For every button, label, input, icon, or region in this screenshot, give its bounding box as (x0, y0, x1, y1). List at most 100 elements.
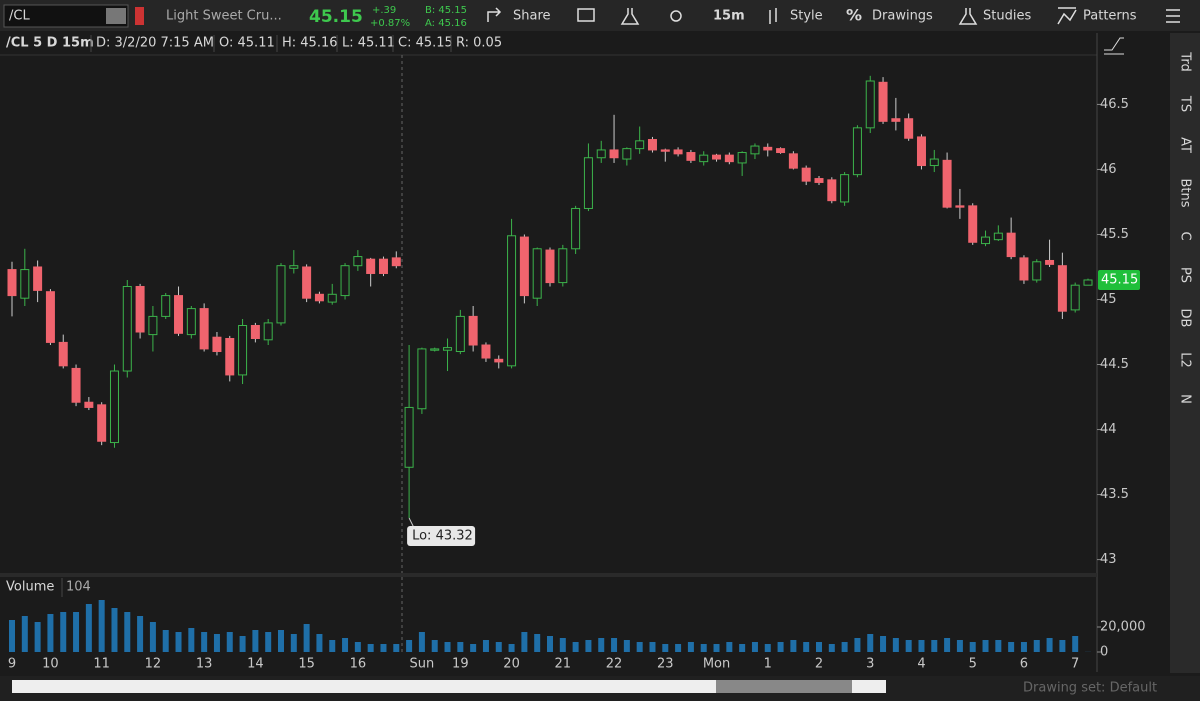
volume-bar (675, 644, 682, 652)
candle-down (378, 258, 388, 274)
message-icon[interactable] (577, 8, 595, 22)
candle-down (84, 401, 94, 408)
drawing-set[interactable]: Drawing set: Default (1023, 681, 1157, 696)
price-axis-icon[interactable] (1104, 37, 1124, 55)
candle-up (276, 265, 286, 324)
candle-up (161, 295, 171, 317)
volume-bar (636, 642, 643, 652)
candle-down (302, 266, 312, 299)
y-tick-label: 0 (1100, 645, 1108, 660)
menu-icon[interactable] (1166, 9, 1180, 23)
volume-bar (905, 640, 912, 652)
candle-up (404, 406, 414, 468)
flask-icon[interactable] (620, 8, 640, 25)
sidebar-tab[interactable]: C (1178, 231, 1193, 240)
patterns-icon[interactable] (1057, 7, 1077, 25)
candle-down (7, 269, 17, 297)
candle-down (494, 358, 504, 363)
link-icon[interactable] (135, 7, 144, 25)
studies-icon[interactable] (958, 8, 978, 25)
volume-bar (418, 632, 425, 652)
candle-up (289, 265, 299, 269)
x-tick-label: 5 (969, 657, 977, 672)
volume-bar (201, 632, 208, 652)
candle-down (314, 293, 324, 302)
scrollbar-track[interactable] (12, 680, 886, 693)
sidebar-tab[interactable]: N (1178, 394, 1193, 404)
y-tick-label: 43 (1100, 552, 1117, 567)
share[interactable]: Share (513, 9, 551, 24)
sidebar-tab[interactable]: Trd (1178, 51, 1193, 71)
share-icon[interactable] (487, 7, 502, 22)
candle-up (583, 157, 593, 209)
volume-bar (854, 638, 861, 652)
studies[interactable]: Studies (983, 9, 1031, 24)
header-item: D: 3/2/20 7:15 AM (96, 36, 214, 51)
candle-up (532, 248, 542, 299)
candle-up (993, 232, 1003, 241)
volume-bar (21, 616, 28, 652)
x-tick-label: 16 (350, 657, 367, 672)
header-item: C: 45.15 (398, 36, 453, 51)
interval[interactable]: 15m (713, 9, 745, 24)
volume-bar (162, 630, 169, 652)
volume-bar (867, 634, 874, 652)
x-tick-label: 22 (606, 657, 623, 672)
volume-bar (611, 638, 618, 652)
volume-bar (687, 642, 694, 652)
sidebar-tab[interactable]: L2 (1178, 352, 1193, 368)
style[interactable]: Style (790, 9, 823, 24)
scrollbar-thumb[interactable] (716, 680, 852, 693)
dropdown[interactable] (106, 8, 126, 24)
sidebar-tab[interactable]: DB (1178, 309, 1193, 328)
y-tick-label: 20,000 (1100, 620, 1146, 635)
candle-down (97, 404, 107, 442)
volume-bar (816, 642, 822, 652)
volume-bar (265, 632, 272, 652)
description: Light Sweet Cru... (166, 9, 282, 24)
candle-up (929, 158, 939, 167)
x-tick-label: 3 (866, 657, 874, 672)
percent-icon[interactable]: % (846, 6, 862, 25)
candle-up (699, 154, 709, 163)
candle-down (942, 159, 952, 208)
candle-up (865, 80, 875, 129)
candle-up (507, 235, 517, 367)
x-tick-label: 2 (815, 657, 823, 672)
volume-bar (9, 620, 15, 652)
volume-current: 104 (66, 580, 91, 595)
sidebar (1170, 33, 1200, 673)
candle-down (955, 205, 965, 208)
symbol-box[interactable] (3, 4, 129, 28)
volume-bar (47, 614, 54, 652)
candle-up (596, 149, 606, 159)
volume-bar (278, 630, 284, 652)
header-item: O: 45.11 (219, 36, 275, 51)
settings-icon[interactable] (670, 10, 682, 22)
candle-up (1083, 279, 1093, 286)
sidebar-tab[interactable]: AT (1178, 137, 1193, 153)
volume-bar (662, 644, 669, 652)
candle-down (1006, 232, 1016, 258)
patterns[interactable]: Patterns (1083, 9, 1137, 24)
candle-up (635, 140, 645, 150)
style-icon[interactable] (769, 8, 777, 24)
sidebar-tab[interactable]: PS (1178, 267, 1193, 283)
sidebar-tab[interactable]: Btns (1178, 178, 1193, 207)
candle-down (468, 315, 478, 346)
y-tick-label: 46.5 (1100, 97, 1129, 112)
volume-bar (406, 640, 413, 652)
volume-bar (572, 642, 579, 652)
candle-down (724, 154, 734, 163)
candle-down (199, 308, 209, 350)
y-tick-label: 44 (1100, 422, 1117, 437)
volume-bar (585, 640, 592, 652)
sidebar-tab[interactable]: TS (1178, 95, 1193, 112)
volume-bar (444, 642, 451, 652)
symbol[interactable]: /CL (9, 9, 30, 24)
drawings[interactable]: Drawings (872, 9, 933, 24)
last-price-label: 45.15 (1101, 272, 1138, 287)
change-pct: +0.87% (370, 18, 410, 29)
volume-bar (700, 644, 707, 652)
